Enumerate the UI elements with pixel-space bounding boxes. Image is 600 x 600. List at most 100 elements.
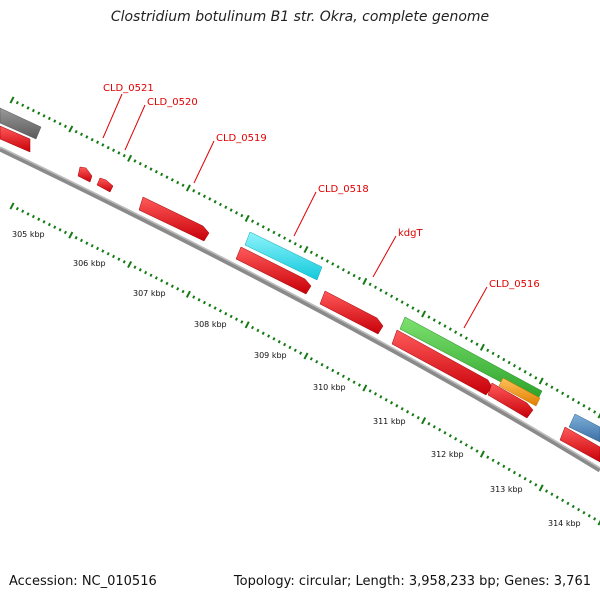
gene-label[interactable]: CLD_0518 bbox=[318, 184, 369, 195]
major-tick bbox=[244, 321, 250, 329]
minor-tick bbox=[224, 205, 228, 209]
minor-tick bbox=[475, 342, 479, 346]
minor-tick bbox=[144, 164, 148, 169]
scale-label: 305 kbp bbox=[12, 230, 45, 239]
minor-tick bbox=[518, 473, 522, 478]
gene-label[interactable]: CLD_0516 bbox=[489, 279, 540, 290]
gene-label[interactable]: CLD_0519 bbox=[216, 133, 267, 144]
minor-tick bbox=[528, 373, 533, 377]
minor-tick bbox=[512, 470, 516, 475]
minor-tick bbox=[390, 401, 394, 405]
major-tick bbox=[362, 384, 368, 392]
major-tick bbox=[538, 377, 544, 385]
gene-red-feature[interactable] bbox=[138, 196, 210, 242]
minor-tick bbox=[320, 256, 324, 260]
minor-tick bbox=[106, 145, 110, 150]
minor-tick bbox=[395, 297, 399, 301]
gene-grey-feature[interactable] bbox=[0, 107, 42, 140]
minor-tick bbox=[416, 416, 420, 420]
gene-cyan-feature[interactable] bbox=[244, 231, 323, 281]
minor-tick bbox=[53, 119, 57, 123]
minor-tick bbox=[341, 374, 345, 378]
minor-tick bbox=[272, 230, 276, 235]
minor-tick bbox=[411, 306, 415, 310]
minor-tick bbox=[379, 395, 383, 399]
minor-tick bbox=[315, 253, 319, 257]
minor-tick bbox=[197, 191, 201, 196]
minor-tick bbox=[416, 309, 420, 313]
minor-tick bbox=[470, 446, 474, 450]
gene-label[interactable]: CLD_0520 bbox=[147, 97, 198, 108]
minor-tick bbox=[256, 328, 260, 333]
minor-tick bbox=[138, 161, 142, 166]
minor-tick bbox=[357, 276, 361, 281]
minor-tick bbox=[470, 339, 474, 343]
minor-tick bbox=[79, 132, 84, 137]
minor-tick bbox=[534, 376, 538, 380]
major-tick bbox=[68, 231, 74, 239]
minor-tick bbox=[192, 295, 196, 299]
minor-tick bbox=[427, 422, 431, 426]
minor-tick bbox=[251, 219, 255, 223]
major-tick bbox=[185, 290, 191, 298]
minor-tick bbox=[267, 227, 271, 232]
minor-tick bbox=[202, 300, 206, 305]
minor-tick bbox=[512, 363, 516, 368]
major-tick bbox=[303, 352, 309, 360]
minor-tick bbox=[448, 434, 452, 438]
minor-tick bbox=[502, 357, 506, 362]
minor-tick bbox=[486, 455, 490, 459]
minor-tick bbox=[577, 507, 581, 512]
gene-red-feature[interactable] bbox=[559, 426, 600, 463]
scale-label: 310 kbp bbox=[313, 383, 346, 392]
minor-tick bbox=[336, 371, 340, 376]
minor-tick bbox=[555, 388, 559, 392]
leader-line bbox=[372, 235, 397, 278]
minor-tick bbox=[427, 315, 431, 319]
minor-tick bbox=[272, 337, 276, 341]
minor-tick bbox=[587, 514, 591, 518]
gene-red-feature[interactable] bbox=[487, 382, 534, 419]
inner-tick-ring bbox=[9, 202, 600, 526]
minor-tick bbox=[331, 262, 335, 266]
minor-tick bbox=[37, 217, 41, 221]
gene-red-feature[interactable] bbox=[391, 329, 493, 396]
minor-tick bbox=[454, 437, 458, 441]
leader-line bbox=[102, 93, 123, 139]
minor-tick bbox=[571, 397, 575, 402]
minor-tick bbox=[352, 273, 356, 278]
minor-tick bbox=[496, 354, 500, 359]
minor-tick bbox=[165, 281, 169, 286]
minor-tick bbox=[373, 392, 378, 396]
minor-tick bbox=[202, 194, 206, 198]
gene-red-feature[interactable] bbox=[235, 246, 312, 295]
scale-labels: 305 kbp 306 kbp 307 kbp 308 kbp 309 kbp … bbox=[12, 230, 581, 528]
minor-tick bbox=[26, 212, 30, 216]
minor-tick bbox=[213, 306, 217, 310]
minor-tick bbox=[229, 314, 233, 319]
outer-tick-ring bbox=[9, 96, 600, 419]
minor-tick bbox=[149, 273, 153, 277]
minor-tick bbox=[400, 407, 404, 411]
minor-tick bbox=[165, 175, 169, 179]
minor-tick bbox=[368, 282, 372, 287]
gene-red-feature[interactable] bbox=[319, 290, 384, 335]
minor-tick bbox=[507, 360, 511, 365]
minor-tick bbox=[577, 400, 581, 405]
backbone bbox=[0, 146, 600, 473]
minor-tick bbox=[176, 287, 180, 291]
gene-label[interactable]: kdgT bbox=[398, 228, 423, 239]
minor-tick bbox=[390, 294, 394, 298]
minor-tick bbox=[267, 334, 271, 338]
minor-tick bbox=[79, 238, 84, 243]
gene-red-feature[interactable] bbox=[0, 125, 31, 153]
gene-label[interactable]: CLD_0521 bbox=[103, 83, 154, 94]
minor-tick bbox=[112, 148, 116, 152]
minor-tick bbox=[208, 197, 212, 201]
gene-red-feature[interactable] bbox=[96, 177, 114, 193]
gene-orange-feature[interactable] bbox=[498, 377, 541, 407]
minor-tick bbox=[293, 242, 297, 246]
minor-tick bbox=[154, 276, 158, 280]
gene-red-feature[interactable] bbox=[77, 166, 93, 183]
gene-steel-feature[interactable] bbox=[568, 413, 600, 443]
